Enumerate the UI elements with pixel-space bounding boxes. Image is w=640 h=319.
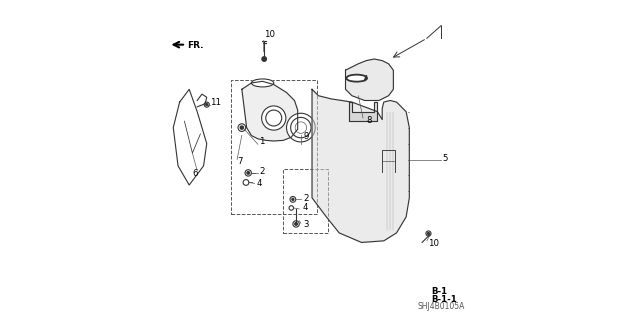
Circle shape	[428, 233, 429, 234]
Text: 2: 2	[259, 167, 265, 176]
Ellipse shape	[346, 75, 367, 82]
Text: B-1: B-1	[431, 287, 447, 296]
Text: FR.: FR.	[188, 41, 204, 50]
Text: 10: 10	[428, 239, 440, 248]
Text: 11: 11	[210, 98, 221, 107]
Text: 8: 8	[366, 116, 372, 125]
Circle shape	[262, 106, 286, 130]
Text: 4: 4	[256, 179, 262, 188]
Text: 2: 2	[303, 194, 309, 203]
Bar	[284, 169, 328, 233]
Polygon shape	[349, 102, 378, 121]
Text: 9: 9	[303, 132, 308, 141]
Text: 1: 1	[259, 137, 265, 146]
Circle shape	[295, 223, 298, 225]
Circle shape	[262, 57, 266, 61]
Text: 10: 10	[264, 30, 275, 39]
Ellipse shape	[252, 79, 274, 87]
Polygon shape	[242, 81, 298, 141]
Text: 3: 3	[303, 220, 309, 229]
Text: 4: 4	[302, 204, 308, 212]
Text: B-1-1: B-1-1	[431, 295, 457, 304]
Circle shape	[292, 198, 294, 200]
Text: 7: 7	[237, 157, 243, 166]
Polygon shape	[312, 89, 410, 242]
Circle shape	[247, 172, 250, 174]
Text: 6: 6	[193, 169, 198, 178]
Circle shape	[287, 113, 316, 142]
Polygon shape	[346, 59, 394, 100]
Text: SHJ4B0105A: SHJ4B0105A	[417, 302, 465, 311]
Bar	[230, 80, 317, 214]
Circle shape	[206, 104, 208, 106]
Circle shape	[240, 126, 243, 129]
Text: 5: 5	[443, 154, 448, 163]
